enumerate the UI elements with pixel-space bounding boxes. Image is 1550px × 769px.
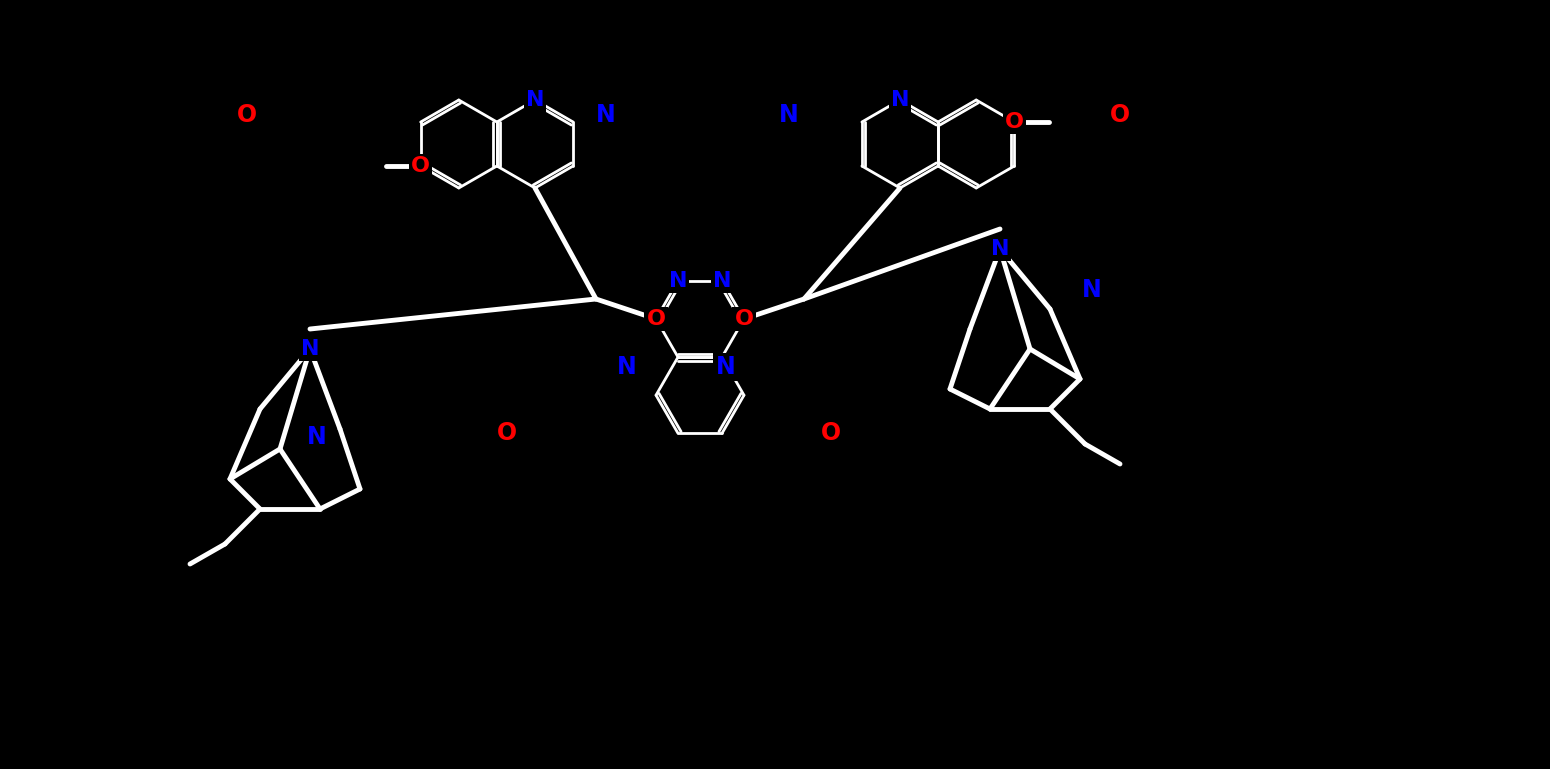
- Text: N: N: [597, 103, 615, 128]
- Text: N: N: [990, 239, 1009, 259]
- Text: N: N: [713, 271, 732, 291]
- Text: N: N: [307, 425, 327, 449]
- Text: N: N: [780, 103, 798, 128]
- Text: O: O: [646, 309, 665, 329]
- Text: O: O: [1004, 112, 1025, 132]
- Text: N: N: [617, 355, 637, 379]
- Text: O: O: [735, 309, 753, 329]
- Text: N: N: [891, 90, 910, 110]
- Text: O: O: [498, 421, 518, 445]
- Text: N: N: [1082, 278, 1102, 302]
- Text: O: O: [237, 103, 257, 128]
- Text: N: N: [525, 90, 544, 110]
- Text: O: O: [1110, 103, 1130, 128]
- Text: N: N: [301, 339, 319, 359]
- Text: O: O: [822, 421, 842, 445]
- Text: O: O: [411, 156, 431, 176]
- Text: N: N: [716, 355, 736, 379]
- Text: N: N: [668, 271, 687, 291]
